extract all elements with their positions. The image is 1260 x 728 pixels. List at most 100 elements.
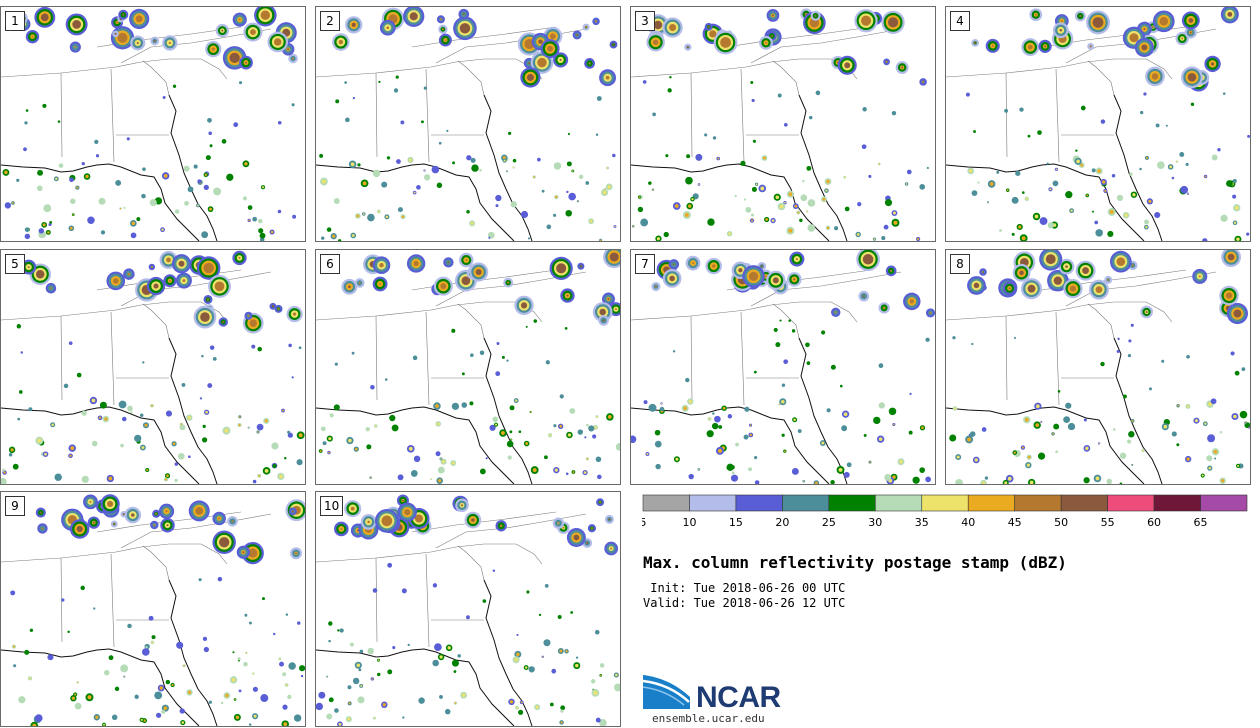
reflectivity-echo bbox=[507, 281, 510, 284]
reflectivity-echo bbox=[1145, 226, 1148, 229]
reflectivity-echo bbox=[244, 613, 248, 617]
state-border bbox=[316, 301, 485, 321]
reflectivity-echo bbox=[438, 479, 442, 483]
reflectivity-echo bbox=[24, 227, 30, 232]
reflectivity-echo bbox=[165, 510, 168, 513]
reflectivity-echo bbox=[222, 320, 225, 323]
reflectivity-echo bbox=[1128, 431, 1135, 438]
reflectivity-echo bbox=[17, 417, 21, 421]
reflectivity-echo bbox=[1161, 359, 1165, 363]
reflectivity-echo bbox=[392, 646, 396, 650]
reflectivity-echo bbox=[614, 225, 616, 228]
reflectivity-echo bbox=[655, 463, 661, 470]
reflectivity-echo bbox=[1156, 161, 1165, 170]
reflectivity-echo bbox=[421, 120, 424, 124]
reflectivity-echo bbox=[1025, 197, 1028, 200]
reflectivity-echo bbox=[387, 562, 393, 568]
reflectivity-echo bbox=[1052, 180, 1059, 187]
reflectivity-echo bbox=[1148, 387, 1152, 391]
state-border bbox=[425, 311, 430, 406]
reflectivity-echo bbox=[321, 236, 325, 240]
reflectivity-echo bbox=[755, 183, 758, 186]
colorbar-tick-label: 20 bbox=[775, 516, 789, 529]
reflectivity-echo bbox=[440, 283, 447, 290]
reflectivity-echo bbox=[344, 81, 348, 84]
reflectivity-echo bbox=[1131, 419, 1134, 422]
reflectivity-echo bbox=[763, 156, 766, 160]
reflectivity-echo bbox=[134, 694, 139, 699]
reflectivity-echo bbox=[270, 230, 274, 234]
reflectivity-echo bbox=[1129, 172, 1133, 176]
reflectivity-echo bbox=[919, 467, 926, 473]
reflectivity-echo bbox=[248, 427, 250, 429]
atlantic-coastline bbox=[798, 94, 848, 241]
reflectivity-echo bbox=[1214, 457, 1217, 460]
reflectivity-echo bbox=[178, 452, 185, 460]
reflectivity-echo bbox=[1021, 236, 1026, 241]
reflectivity-echo bbox=[595, 133, 599, 137]
reflectivity-echo bbox=[862, 254, 874, 265]
reflectivity-echo bbox=[150, 265, 153, 268]
reflectivity-echo bbox=[873, 238, 876, 240]
reflectivity-echo bbox=[708, 417, 711, 420]
reflectivity-echo bbox=[229, 52, 240, 64]
reflectivity-echo bbox=[908, 430, 913, 435]
reflectivity-echo bbox=[178, 260, 185, 267]
state-border bbox=[740, 68, 745, 163]
reflectivity-echo bbox=[1241, 367, 1246, 372]
reflectivity-echo bbox=[36, 270, 45, 279]
reflectivity-echo bbox=[221, 29, 224, 32]
reflectivity-echo bbox=[834, 311, 837, 314]
reflectivity-echo bbox=[371, 678, 374, 680]
reflectivity-echo bbox=[1116, 257, 1126, 266]
reflectivity-echo bbox=[1013, 451, 1016, 454]
reflectivity-echo bbox=[589, 219, 593, 223]
reflectivity-echo bbox=[395, 75, 399, 79]
reflectivity-echo bbox=[69, 177, 74, 183]
reflectivity-echo bbox=[252, 479, 257, 484]
reflectivity-echo bbox=[778, 403, 780, 405]
reflectivity-echo bbox=[120, 443, 124, 448]
reflectivity-echo bbox=[37, 169, 44, 176]
reflectivity-echo bbox=[586, 458, 589, 460]
reflectivity-echo bbox=[688, 473, 694, 480]
reflectivity-echo bbox=[54, 473, 62, 481]
reflectivity-echo bbox=[348, 285, 351, 289]
reflectivity-echo bbox=[72, 20, 82, 29]
reflectivity-echo bbox=[573, 534, 580, 541]
reflectivity-echo bbox=[685, 176, 693, 185]
reflectivity-echo bbox=[352, 677, 360, 685]
reflectivity-echo bbox=[414, 514, 423, 523]
reflectivity-echo bbox=[791, 467, 799, 475]
reflectivity-echo bbox=[184, 200, 189, 206]
reflectivity-echo bbox=[10, 590, 16, 596]
reflectivity-echo bbox=[974, 458, 978, 462]
reflectivity-echo bbox=[684, 213, 689, 218]
reflectivity-echo bbox=[378, 80, 381, 84]
map-panel-6: 6 bbox=[315, 249, 621, 485]
reflectivity-echo bbox=[777, 93, 782, 98]
reflectivity-echo bbox=[180, 423, 183, 425]
reflectivity-echo bbox=[277, 307, 280, 310]
reflectivity-echo bbox=[826, 179, 830, 184]
reflectivity-echo bbox=[446, 129, 449, 133]
reflectivity-echo bbox=[537, 57, 547, 68]
reflectivity-echo bbox=[518, 709, 524, 715]
reflectivity-echo bbox=[922, 80, 925, 83]
reflectivity-echo bbox=[401, 215, 405, 218]
reflectivity-echo bbox=[1018, 225, 1022, 229]
reflectivity-echo bbox=[63, 383, 69, 389]
reflectivity-echo bbox=[535, 705, 539, 709]
reflectivity-echo bbox=[460, 504, 463, 507]
reflectivity-echo bbox=[261, 597, 265, 601]
reflectivity-echo bbox=[1188, 18, 1194, 23]
reflectivity-echo bbox=[252, 216, 258, 222]
reflectivity-echo bbox=[1128, 339, 1132, 343]
reflectivity-echo bbox=[800, 194, 808, 202]
reflectivity-echo bbox=[806, 165, 812, 171]
reflectivity-echo bbox=[1186, 354, 1190, 359]
reflectivity-echo bbox=[164, 478, 167, 481]
reflectivity-echo bbox=[238, 18, 241, 21]
reflectivity-echo bbox=[354, 447, 358, 451]
reflectivity-echo bbox=[572, 471, 575, 473]
